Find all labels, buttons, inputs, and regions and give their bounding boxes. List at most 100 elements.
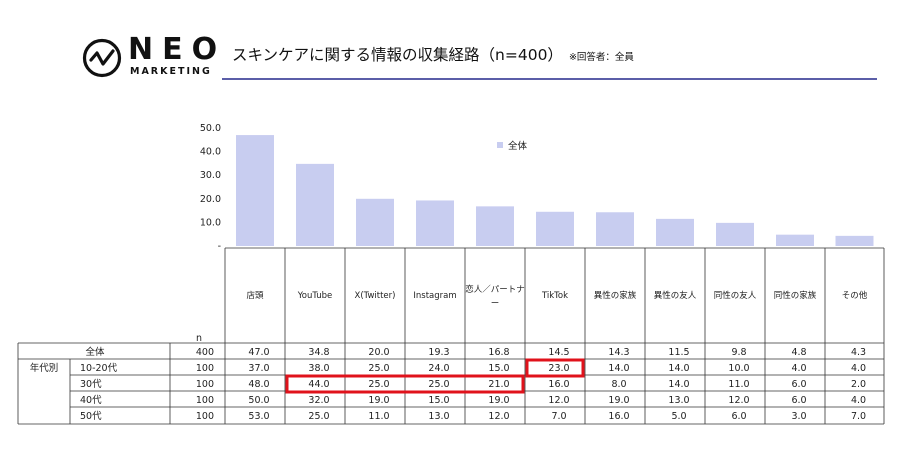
cell-value: 14.0: [668, 363, 689, 374]
bar: [476, 206, 514, 246]
neo-logo-icon: [82, 38, 122, 78]
y-tick-label: 20.0: [200, 194, 221, 205]
cell-value: 13.0: [428, 411, 449, 422]
cell-value: 32.0: [308, 395, 329, 406]
row-label: 50代: [80, 411, 102, 422]
n-value: 100: [196, 363, 214, 374]
category-label: 恋人／パートナ: [465, 284, 525, 295]
brand-name: NEO: [128, 32, 227, 67]
cell-value: 38.0: [308, 363, 329, 374]
cell-value: 16.0: [548, 379, 569, 390]
legend-label: 全体: [508, 140, 528, 152]
category-label: Instagram: [413, 291, 456, 301]
cell-value: 14.5: [548, 347, 569, 358]
cell-value: 25.0: [368, 379, 389, 390]
n-value: 100: [196, 411, 214, 422]
category-label: その他: [842, 290, 868, 301]
bar: [356, 198, 394, 246]
category-label: YouTube: [297, 291, 333, 301]
cell-value: 14.3: [608, 347, 629, 358]
bar: [596, 212, 634, 246]
cell-value: 34.8: [308, 347, 329, 358]
cell-value: 12.0: [728, 395, 749, 406]
cell-value: 14.0: [668, 379, 689, 390]
cell-value: 4.0: [851, 395, 866, 406]
category-label: 店頭: [246, 290, 264, 301]
cell-value: 8.0: [611, 379, 626, 390]
highlight-box: [285, 374, 525, 394]
cell-value: 6.0: [731, 411, 746, 422]
y-tick-label: 30.0: [200, 170, 221, 181]
cell-value: 4.0: [791, 363, 806, 374]
cell-value: 9.8: [731, 347, 746, 358]
bar: [776, 234, 814, 246]
cell-value: 11.0: [368, 411, 389, 422]
cell-value: 23.0: [548, 363, 569, 374]
category-label: ー: [491, 299, 500, 309]
cell-value: 21.0: [488, 379, 509, 390]
category-label: 異性の友人: [654, 290, 697, 301]
cell-value: 12.0: [488, 411, 509, 422]
bar: [716, 222, 754, 246]
cell-value: 14.0: [608, 363, 629, 374]
cell-value: 25.0: [368, 363, 389, 374]
brand-subtitle: MARKETING: [130, 66, 212, 77]
cell-value: 50.0: [248, 395, 269, 406]
bar: [296, 163, 334, 246]
title-main: スキンケアに関する情報の収集経路（n=400）: [232, 46, 563, 64]
row-label: 全体: [85, 346, 105, 358]
title-divider: [222, 78, 877, 80]
y-tick-label: 40.0: [200, 147, 221, 158]
cell-value: 12.0: [548, 395, 569, 406]
n-value: 100: [196, 395, 214, 406]
bar: [416, 200, 454, 246]
legend-swatch: [497, 142, 503, 148]
cell-value: 19.0: [488, 395, 509, 406]
cell-value: 53.0: [248, 411, 269, 422]
row-label: 30代: [80, 379, 102, 390]
y-tick-label: 50.0: [200, 123, 221, 134]
cell-value: 6.0: [791, 395, 806, 406]
n-value: 400: [196, 347, 214, 358]
cell-value: 6.0: [791, 379, 806, 390]
bar: [236, 135, 274, 246]
page-title: スキンケアに関する情報の収集経路（n=400） ※回答者：全員: [232, 43, 634, 65]
cell-value: 19.3: [428, 347, 449, 358]
bar: [656, 218, 694, 246]
cell-value: 47.0: [248, 347, 269, 358]
cell-value: 44.0: [308, 379, 329, 390]
cell-value: 4.0: [851, 363, 866, 374]
cell-value: 11.0: [728, 379, 749, 390]
cell-value: 7.0: [551, 411, 566, 422]
cell-value: 24.0: [428, 363, 449, 374]
cell-value: 37.0: [248, 363, 269, 374]
cell-value: 15.0: [488, 363, 509, 374]
cell-value: 19.0: [608, 395, 629, 406]
cell-value: 48.0: [248, 379, 269, 390]
category-label: TikTok: [541, 291, 568, 301]
category-label: 異性の家族: [594, 290, 637, 301]
cell-value: 11.5: [668, 347, 689, 358]
category-label: 同性の家族: [774, 290, 817, 301]
bar: [536, 211, 574, 246]
title-note: ※回答者：全員: [568, 52, 634, 63]
category-label: 同性の友人: [714, 290, 757, 301]
n-header: n: [196, 333, 202, 344]
row-label: 10-20代: [80, 363, 118, 374]
cell-value: 4.3: [851, 347, 866, 358]
cell-value: 10.0: [728, 363, 749, 374]
cell-value: 5.0: [671, 411, 686, 422]
category-label: X(Twitter): [355, 291, 396, 301]
y-tick-label: 10.0: [200, 217, 221, 228]
cell-value: 7.0: [851, 411, 866, 422]
highlight-box: [525, 358, 585, 378]
cell-value: 19.0: [368, 395, 389, 406]
row-label: 40代: [80, 395, 102, 406]
n-value: 100: [196, 379, 214, 390]
cell-value: 16.8: [488, 347, 509, 358]
y-tick-label: -: [218, 241, 221, 252]
cell-value: 15.0: [428, 395, 449, 406]
cell-value: 25.0: [308, 411, 329, 422]
cell-value: 20.0: [368, 347, 389, 358]
